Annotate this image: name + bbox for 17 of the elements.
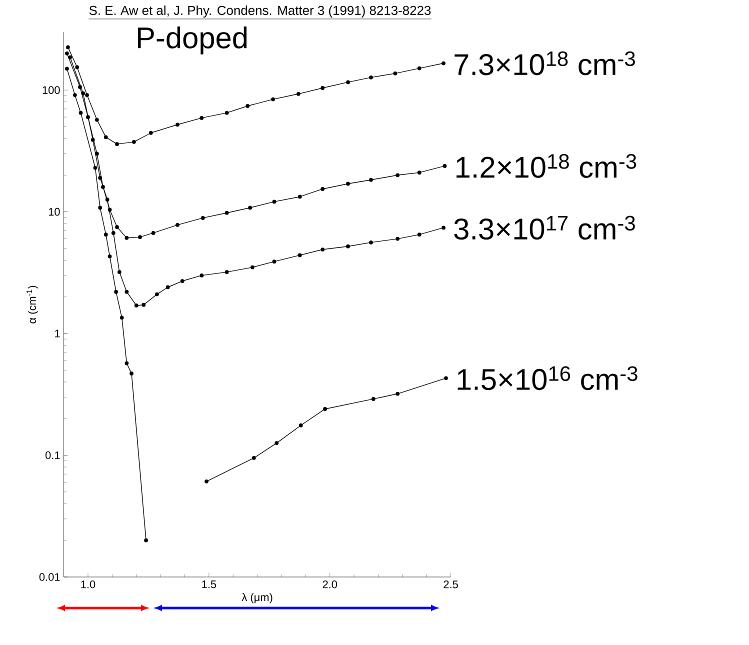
x-tick-label: 1.0 xyxy=(81,580,96,588)
series-label: 7.3×10$^{18}$ cm$^{-3}$ xyxy=(454,51,635,76)
series-label: 3.3×10$^{17}$ cm$^{-3}$ xyxy=(454,216,635,240)
y-tick-label: 1 xyxy=(55,330,60,338)
x-tick-label: 1.5 xyxy=(202,580,216,588)
x-tick-label: 2.0 xyxy=(322,580,338,588)
annotation: P-doped xyxy=(138,26,247,54)
y-tick-label: 100 xyxy=(42,86,60,94)
text: S. E. Aw et al, J. Phy. Condens. Matter 3 (1991) 8213-8223 xyxy=(89,5,431,18)
y-tick-label: 0.01 xyxy=(39,573,60,581)
series-label: 1.2×10$^{18}$ cm$^{-3}$ xyxy=(456,154,636,178)
y-axis-title: α (cm$^{-1}$) xyxy=(26,286,38,324)
x-tick-label: 2.5 xyxy=(444,580,458,588)
y-tick-label: 0.1 xyxy=(45,451,60,460)
x-axis-title: λ (μm) xyxy=(242,593,272,604)
y-tick-label: 10 xyxy=(48,208,60,216)
series-label: 1.5×10$^{16}$ cm$^{-3}$ xyxy=(458,366,638,390)
